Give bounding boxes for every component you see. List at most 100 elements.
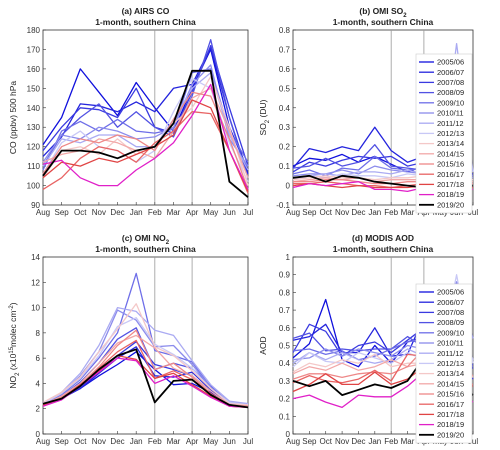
x-tick-label: Dec [110,208,124,217]
x-tick-label: Aug [286,437,300,446]
y-tick-label: 4 [36,379,41,388]
x-tick-label: Aug [286,208,300,217]
panel-subtitle: 1-month, southern China [333,17,434,27]
panel-subtitle: 1-month, southern China [95,244,196,254]
series-line-2019-20 [42,69,249,198]
legend-entry: 2019/20 [437,430,464,439]
y-tick-label: 90 [31,201,40,210]
legend-entry: 2018/19 [437,420,464,429]
legend-entry: 2015/16 [437,390,464,399]
y-axis-label: AOD [258,336,268,354]
panel-title: (d) MODIS AOD [352,233,414,243]
x-tick-label: Oct [74,437,87,446]
y-tick-label: 1 [286,253,291,262]
x-tick-label: Jan [368,208,381,217]
series-line-2013-14 [42,303,249,406]
x-tick-label: Jul [468,437,478,446]
y-tick-label: 130 [27,123,41,132]
y-tick-label: 140 [27,104,41,113]
legend-entry: 2016/17 [437,170,464,179]
y-tick-label: 0.4 [279,359,291,368]
series-line-2017-18 [42,99,249,192]
y-tick-label: 0.2 [279,395,291,404]
y-tick-label: 0.4 [279,104,291,113]
panel-1: (a) AIRS CO1-month, southern China 90 100 1… [8,6,253,217]
y-axis-label: NO2 (x1015molec cm-2) [8,302,21,388]
legend-entry: 2014/15 [437,379,464,388]
legend-entry: 2015/16 [437,160,464,169]
legend-entry: 2010/11 [437,339,464,348]
axes-frame [42,29,249,206]
y-tick-label: 0.7 [279,45,291,54]
x-tick-label: Aug [36,437,50,446]
x-tick-label: Apr [186,437,199,446]
series-line-2006-07 [42,346,249,407]
x-tick-label: May [203,208,218,217]
legend-entry: 2008/09 [437,318,464,327]
y-tick-label: 160 [27,65,41,74]
series-line-2010-11 [42,64,249,167]
x-tick-label: Dec [351,208,365,217]
axes-frame [292,29,474,206]
y-axis-label: SO2 (DU) [258,99,271,135]
y-tick-label: 110 [27,162,40,171]
y-tick-label: 0.8 [279,26,291,35]
y-tick-label: 0.3 [279,123,291,132]
x-tick-label: Oct [320,437,333,446]
x-tick-label: Mar [167,437,181,446]
x-tick-label: Sep [302,208,317,217]
series-line-2011-12 [42,72,249,171]
x-tick-label: Apr [186,208,199,217]
legend-entry: 2006/07 [437,68,464,77]
x-tick-label: Mar [401,208,415,217]
y-tick-label: 0.5 [279,84,291,93]
x-tick-label: Sep [302,437,317,446]
legend-entry: 2007/08 [437,78,464,87]
x-tick-label: Feb [148,208,162,217]
legend-entry: 2017/18 [437,410,464,419]
series-line-2016-17 [42,111,249,194]
y-tick-label: 10 [31,304,40,313]
panel-title: (a) AIRS CO [122,6,170,16]
x-tick-label: Jan [368,437,381,446]
legend-entry: 2013/14 [437,139,464,148]
series-line-2008-09 [42,39,249,178]
panel-subtitle: 1-month, southern China [95,17,196,27]
y-tick-label: 0.9 [279,271,291,280]
legend-entry: 2011/12 [437,119,464,128]
x-tick-label: Jul [243,437,253,446]
legend-entry: 2009/10 [437,98,464,107]
x-tick-label: Feb [384,208,398,217]
series-line-2010-11 [42,309,249,405]
legend-entry: 2019/20 [437,200,464,209]
y-tick-label: 12 [31,278,40,287]
y-tick-label: 2 [36,405,41,414]
x-tick-label: May [203,437,218,446]
x-tick-label: Jul [243,208,253,217]
y-tick-label: 0.7 [279,306,291,315]
panel-subtitle: 1-month, southern China [333,244,434,254]
x-tick-label: Nov [335,437,349,446]
x-tick-label: Aug [36,208,50,217]
series-line-2018-19 [42,83,249,190]
legend-entry: 2005/06 [437,288,464,297]
y-tick-label: 6 [36,354,41,363]
legend-entry: 2007/08 [437,308,464,317]
y-tick-label: 0.5 [279,342,291,351]
x-tick-label: Mar [401,437,415,446]
x-tick-label: Nov [92,437,106,446]
x-tick-label: Nov [92,208,106,217]
legend-entry: 2010/11 [437,109,464,118]
x-tick-label: Sep [55,208,70,217]
legend-entry: 2012/13 [437,359,464,368]
legend-entry: 2005/06 [437,58,464,67]
x-tick-label: Jun [223,208,236,217]
legend-entry: 2006/07 [437,298,464,307]
series-line-2019-20 [42,348,249,409]
y-tick-label: 120 [27,143,41,152]
